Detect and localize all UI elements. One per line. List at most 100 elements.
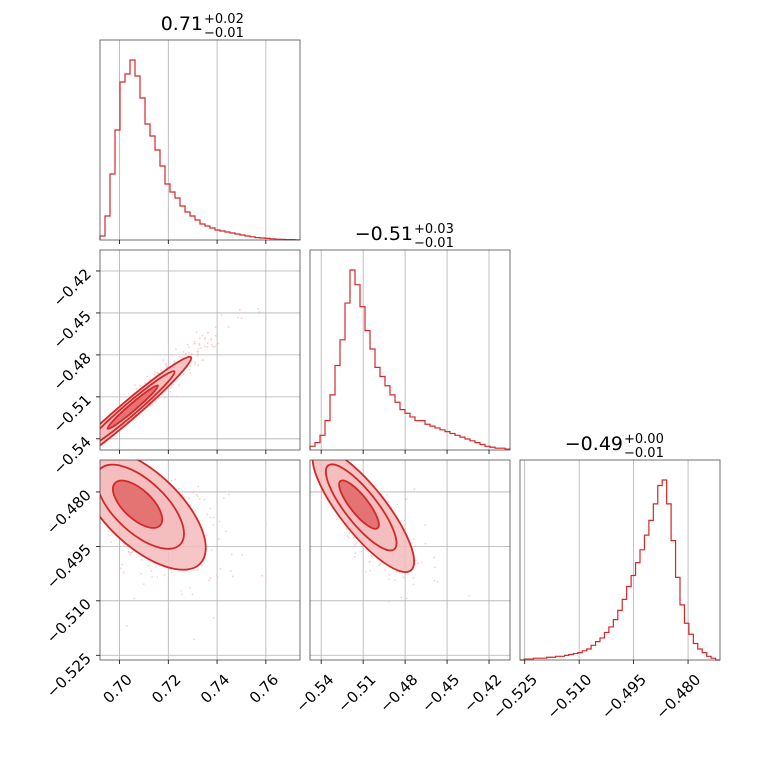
panel-title-1: 0.71 +0.02−0.01 <box>161 12 244 41</box>
panel-frame <box>309 459 511 661</box>
sample-point <box>182 373 185 376</box>
sample-point <box>368 561 371 563</box>
sample-point <box>424 542 427 545</box>
sample-point <box>400 596 403 599</box>
y-tick-label: −0.48 <box>50 349 95 394</box>
sample-point <box>354 552 357 554</box>
sample-point <box>212 616 215 619</box>
sample-point <box>98 431 100 433</box>
sample-point <box>189 372 191 375</box>
sample-point <box>206 342 209 345</box>
sample-point <box>188 346 190 349</box>
sample-point <box>413 487 416 490</box>
sample-point <box>187 497 190 500</box>
y-tick-label: −0.510 <box>43 595 95 647</box>
sample-point <box>214 345 217 348</box>
sample-point <box>212 516 215 519</box>
sample-point <box>433 579 436 582</box>
sample-point <box>412 538 415 541</box>
sample-point <box>353 555 356 558</box>
x-tick-label: −0.45 <box>418 671 463 716</box>
x-tick-label: 0.76 <box>246 671 282 707</box>
sample-point <box>133 384 136 386</box>
panel-frame <box>309 249 511 451</box>
sample-point <box>194 363 196 366</box>
sample-point <box>151 403 154 406</box>
sample-point <box>240 317 243 320</box>
sample-point <box>182 351 185 353</box>
sample-point <box>230 553 233 556</box>
sample-point <box>144 382 147 385</box>
contour-level-1 <box>112 479 164 529</box>
sample-point <box>198 497 201 500</box>
sample-point <box>175 395 178 398</box>
histogram-panel-1 <box>99 39 301 244</box>
sample-point <box>160 369 163 372</box>
sample-point <box>412 545 415 548</box>
sample-point <box>196 354 199 357</box>
sample-point <box>388 574 391 576</box>
sample-point <box>201 334 204 337</box>
sample-point <box>163 573 166 576</box>
histogram-steps-1 <box>99 59 301 241</box>
sample-point <box>214 326 217 329</box>
x-tick-label: 0.70 <box>99 671 135 707</box>
sample-point <box>173 360 176 363</box>
sample-point <box>147 564 150 567</box>
x-tick-label: −0.510 <box>543 671 595 723</box>
panel-content <box>311 460 470 603</box>
panel-frame <box>99 39 301 241</box>
corner-panels: −0.525 −0.510 −0.495 −0.480−0.54−0.51−0.48−… <box>43 39 721 723</box>
sample-point <box>197 350 200 353</box>
sample-point <box>209 577 212 580</box>
sample-point <box>227 493 230 496</box>
sample-point <box>433 566 436 569</box>
histogram-panel-2 <box>309 249 511 454</box>
sample-point <box>96 469 98 471</box>
sample-point <box>198 342 201 345</box>
sample-point <box>110 541 112 544</box>
sample-point <box>193 340 196 343</box>
sample-point <box>125 625 128 627</box>
sample-point <box>414 559 417 562</box>
sample-point <box>197 347 200 350</box>
sample-point <box>436 580 439 583</box>
sample-point <box>181 356 184 359</box>
sample-point <box>219 567 222 570</box>
panel-title-2: −0.51 +0.03−0.01 <box>355 222 454 251</box>
sample-point <box>197 485 200 488</box>
sample-point <box>180 589 182 592</box>
x-tick-label: −0.51 <box>334 671 379 716</box>
sample-point <box>212 524 215 526</box>
sample-point <box>400 520 402 523</box>
sample-point <box>197 364 200 367</box>
x-tick-label: −0.495 <box>598 671 650 723</box>
x-tick-label: −0.48 <box>376 671 421 716</box>
title-value: 0.71 <box>161 13 203 35</box>
sample-point <box>119 567 122 570</box>
sample-point <box>200 347 203 349</box>
sample-point <box>192 491 195 494</box>
sample-point <box>412 583 415 586</box>
sample-point <box>387 500 390 503</box>
histogram-steps-3 <box>520 479 720 661</box>
sample-point <box>156 576 159 579</box>
sample-point <box>203 498 206 501</box>
sample-point <box>433 556 435 559</box>
panel-frame <box>99 249 301 451</box>
contour-level-1 <box>338 479 380 530</box>
sample-point <box>238 309 241 311</box>
y-tick-label: −0.42 <box>50 265 95 310</box>
title-value: −0.51 <box>355 223 413 245</box>
sample-point <box>172 383 174 386</box>
sample-point <box>174 347 177 350</box>
y-tick-label: −0.54 <box>50 433 95 478</box>
sample-point <box>212 345 214 348</box>
sample-point <box>216 576 219 579</box>
sample-point <box>241 553 243 556</box>
sample-point <box>402 576 405 579</box>
sample-point <box>348 532 351 535</box>
sample-point <box>130 551 133 554</box>
sample-point <box>210 343 213 346</box>
